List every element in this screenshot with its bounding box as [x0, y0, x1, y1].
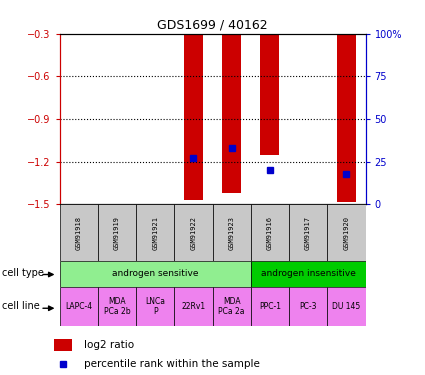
Bar — [98, 204, 136, 261]
Bar — [212, 287, 251, 326]
Text: GSM91919: GSM91919 — [114, 216, 120, 249]
Text: GSM91917: GSM91917 — [305, 216, 311, 249]
Title: GDS1699 / 40162: GDS1699 / 40162 — [157, 18, 268, 31]
Bar — [98, 287, 136, 326]
Bar — [212, 204, 251, 261]
Bar — [60, 204, 98, 261]
Text: PPC-1: PPC-1 — [259, 302, 281, 311]
Bar — [251, 287, 289, 326]
Bar — [60, 261, 251, 287]
Text: 22Rv1: 22Rv1 — [181, 302, 205, 311]
Bar — [174, 204, 212, 261]
Bar — [222, 34, 241, 193]
Text: cell line: cell line — [2, 302, 40, 311]
Text: LNCa
P: LNCa P — [145, 297, 165, 316]
Text: log2 ratio: log2 ratio — [84, 340, 134, 350]
Bar — [136, 204, 174, 261]
Text: percentile rank within the sample: percentile rank within the sample — [84, 359, 260, 369]
Text: androgen insensitive: androgen insensitive — [261, 269, 356, 278]
Bar — [184, 34, 203, 200]
Text: GSM91920: GSM91920 — [343, 216, 349, 249]
Text: MDA
PCa 2b: MDA PCa 2b — [104, 297, 130, 316]
Text: MDA
PCa 2a: MDA PCa 2a — [218, 297, 245, 316]
Text: cell type: cell type — [2, 268, 44, 278]
Bar — [327, 204, 366, 261]
Text: PC-3: PC-3 — [299, 302, 317, 311]
Bar — [60, 287, 98, 326]
Bar — [289, 287, 327, 326]
Text: DU 145: DU 145 — [332, 302, 360, 311]
Bar — [251, 261, 366, 287]
Bar — [174, 287, 212, 326]
Text: GSM91923: GSM91923 — [229, 216, 235, 249]
Bar — [260, 34, 280, 154]
Bar — [289, 204, 327, 261]
Text: GSM91916: GSM91916 — [267, 216, 273, 249]
Text: LAPC-4: LAPC-4 — [65, 302, 92, 311]
Text: GSM91922: GSM91922 — [190, 216, 196, 249]
Bar — [327, 287, 366, 326]
Text: GSM91921: GSM91921 — [152, 216, 158, 249]
Bar — [136, 287, 174, 326]
Bar — [54, 339, 72, 351]
Text: GSM91918: GSM91918 — [76, 216, 82, 249]
Bar — [251, 204, 289, 261]
Bar — [337, 34, 356, 201]
Text: androgen sensitive: androgen sensitive — [112, 269, 198, 278]
